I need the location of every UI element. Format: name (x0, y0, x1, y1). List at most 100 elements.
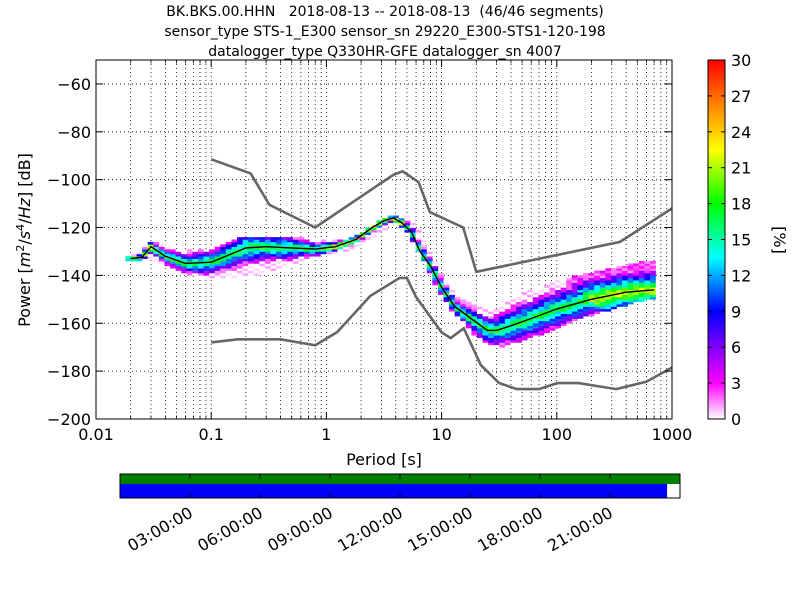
psd-cell (516, 330, 522, 334)
psd-cell (248, 261, 255, 264)
psd-cell (644, 292, 651, 295)
psd-cell (566, 289, 573, 293)
psd-cell (382, 227, 388, 231)
psd-cell (398, 225, 405, 228)
psd-cell (616, 284, 623, 288)
psd-cell (259, 239, 266, 243)
psd-cell (504, 316, 511, 319)
psd-cell (527, 328, 534, 331)
psd-cell (571, 275, 578, 279)
psd-cell (510, 335, 517, 338)
psd-cell (421, 249, 428, 252)
psd-cell (543, 328, 550, 331)
psd-cell (443, 299, 450, 303)
psd-cell (493, 318, 500, 322)
psd-cell (465, 304, 472, 307)
psd-cell (521, 337, 528, 341)
psd-cell (320, 239, 327, 243)
psd-cell (203, 270, 210, 274)
psd-cell (644, 284, 651, 288)
psd-cell (253, 241, 260, 245)
psd-cell (555, 301, 561, 305)
psd-cell (555, 311, 561, 314)
psd-cell (583, 308, 589, 312)
psd-cell (560, 289, 567, 293)
psd-cell (320, 251, 327, 255)
psd-cell (527, 325, 534, 329)
psd-cell (315, 249, 322, 252)
psd-cell (253, 239, 260, 243)
psd-cell (298, 244, 305, 247)
psd-cell (259, 249, 266, 252)
psd-cell (432, 277, 439, 281)
psd-cell (136, 253, 143, 257)
psd-cell (365, 227, 372, 231)
psd-cell (594, 280, 601, 283)
psd-cell (276, 249, 282, 252)
psd-cell (622, 292, 628, 295)
psd-cell (220, 251, 227, 255)
psd-cell (644, 268, 651, 271)
psd-cell (253, 237, 260, 240)
psd-cell (292, 251, 299, 255)
psd-cell (649, 292, 656, 295)
psd-cell (242, 270, 249, 274)
psd-cell (276, 258, 282, 262)
psd-cell (549, 282, 556, 286)
psd-cell (276, 251, 282, 255)
psd-cell (560, 316, 567, 319)
psd-cell (649, 265, 656, 269)
psd-cell (259, 241, 266, 245)
psd-cell (147, 249, 154, 252)
psd-cell (538, 299, 545, 303)
psd-cell (426, 268, 433, 271)
psd-cell (538, 320, 545, 324)
psd-cell (555, 313, 561, 317)
psd-cell (415, 244, 422, 247)
psd-cell (410, 222, 416, 226)
psd-cell (616, 275, 623, 279)
psd-cell (560, 318, 567, 322)
x-tick-label: 0.1 (198, 425, 223, 444)
psd-cell (170, 251, 176, 255)
psd-cell (622, 270, 628, 274)
psd-cell (197, 249, 204, 252)
psd-cell (220, 253, 227, 257)
psd-cell (186, 249, 193, 252)
psd-cell (181, 263, 188, 267)
psd-cell (432, 270, 439, 274)
psd-cell (583, 311, 589, 314)
psd-cell (510, 328, 517, 331)
psd-cell (203, 249, 210, 252)
psd-cell (170, 265, 176, 269)
psd-cell (237, 273, 243, 276)
psd-cell (499, 342, 506, 346)
psd-cell (532, 289, 539, 293)
psd-cell (622, 265, 628, 269)
psd-cell (343, 246, 349, 250)
psd-cell (175, 253, 182, 257)
psd-cell (465, 325, 472, 329)
psd-cell (605, 282, 612, 286)
psd-cell (599, 280, 606, 283)
psd-cell (516, 328, 522, 331)
psd-cell (488, 325, 495, 329)
psd-cell (538, 294, 545, 298)
psd-cell (493, 311, 500, 314)
psd-cell (437, 292, 444, 295)
psd-cell (248, 241, 255, 245)
psd-cell (164, 246, 171, 250)
psd-cell (555, 294, 561, 298)
psd-cell (521, 306, 528, 310)
psd-cell (259, 244, 266, 247)
psd-cell (237, 256, 243, 259)
psd-cell (225, 244, 232, 247)
psd-cell (421, 237, 428, 240)
psd-cell (622, 299, 628, 303)
psd-cell (638, 265, 645, 269)
psd-cell (549, 299, 556, 303)
psd-cell (248, 268, 255, 271)
psd-cell (465, 320, 472, 324)
psd-cell (538, 289, 545, 293)
psd-cell (443, 282, 450, 286)
